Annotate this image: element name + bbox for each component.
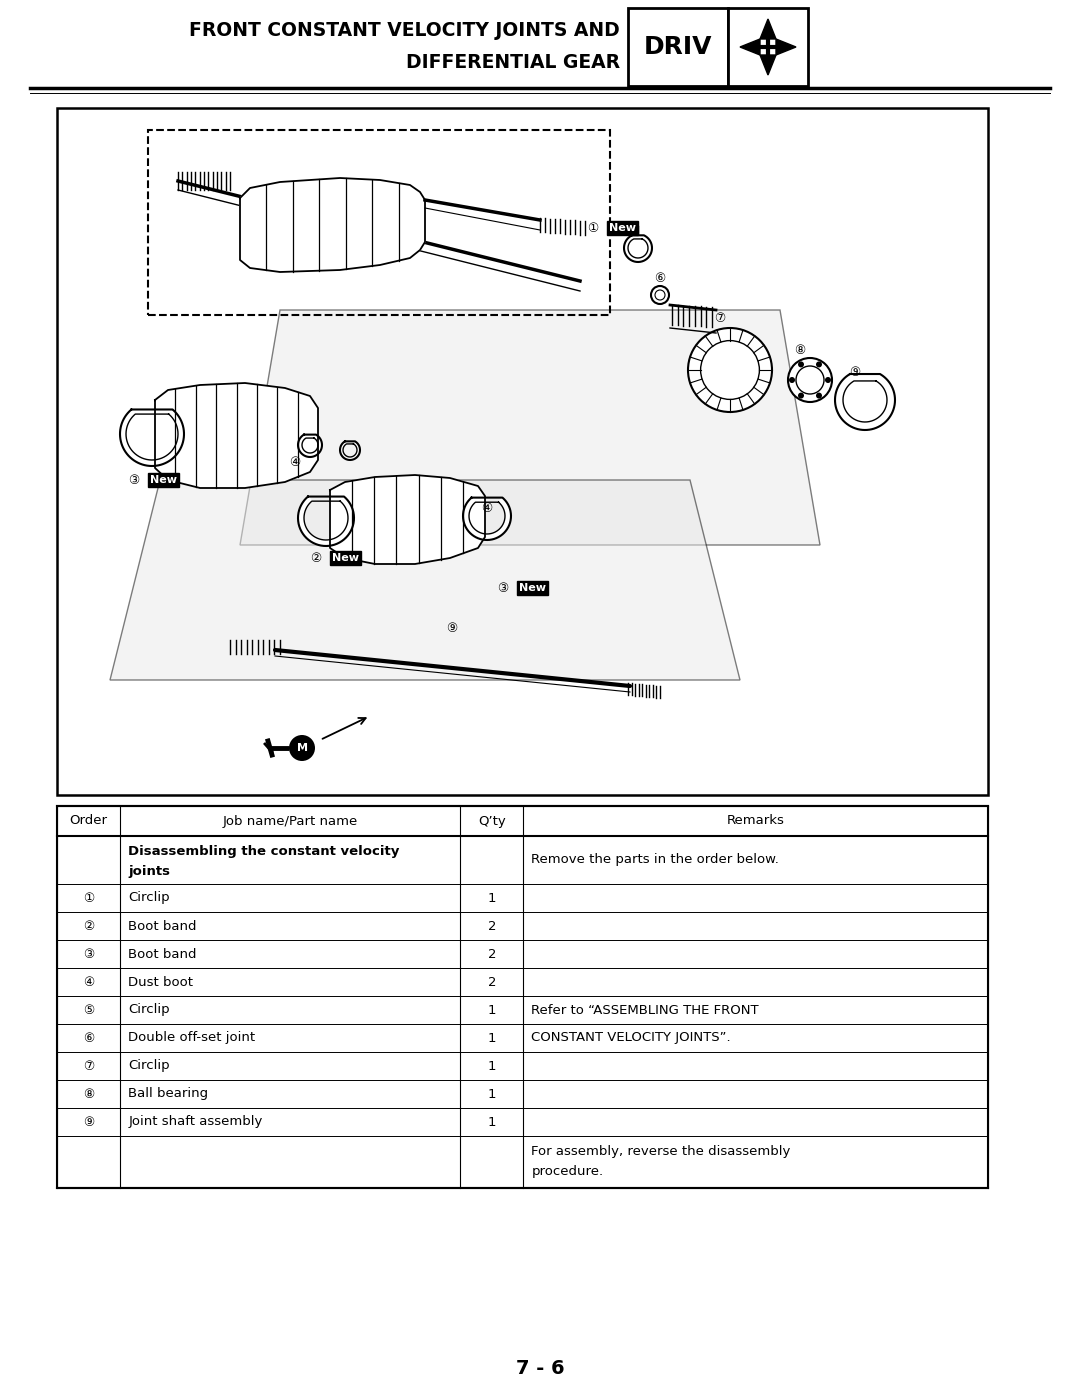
Text: Joint shaft assembly: Joint shaft assembly bbox=[129, 1115, 262, 1129]
Bar bbox=[57, 108, 988, 795]
Text: 2: 2 bbox=[487, 947, 496, 961]
Text: ②: ② bbox=[83, 919, 94, 933]
Text: 1: 1 bbox=[487, 1115, 496, 1129]
Text: Boot band: Boot band bbox=[129, 947, 197, 961]
Text: ④: ④ bbox=[83, 975, 94, 989]
Bar bbox=[728, 8, 808, 87]
Circle shape bbox=[289, 735, 315, 761]
Text: 2: 2 bbox=[487, 975, 496, 989]
Text: 1: 1 bbox=[487, 1031, 496, 1045]
Text: Order: Order bbox=[69, 814, 108, 827]
Polygon shape bbox=[240, 310, 820, 545]
Text: FRONT CONSTANT VELOCITY JOINTS AND: FRONT CONSTANT VELOCITY JOINTS AND bbox=[189, 21, 620, 39]
Text: Disassembling the constant velocity: Disassembling the constant velocity bbox=[129, 845, 400, 859]
Text: ⑨: ⑨ bbox=[83, 1115, 94, 1129]
Text: ②: ② bbox=[310, 552, 322, 564]
Polygon shape bbox=[760, 20, 777, 39]
Text: Circlip: Circlip bbox=[129, 891, 170, 904]
Text: ⑤: ⑤ bbox=[83, 1003, 94, 1017]
Polygon shape bbox=[120, 409, 184, 467]
Polygon shape bbox=[777, 39, 796, 54]
Text: ④: ④ bbox=[289, 455, 300, 468]
Text: ⑥: ⑥ bbox=[83, 1031, 94, 1045]
Text: ⑨: ⑨ bbox=[849, 366, 861, 379]
Text: New: New bbox=[150, 475, 177, 485]
Text: 1: 1 bbox=[487, 1087, 496, 1101]
Text: ⑨: ⑨ bbox=[446, 622, 458, 634]
Text: ⑧: ⑧ bbox=[795, 344, 806, 356]
Text: DIFFERENTIAL GEAR: DIFFERENTIAL GEAR bbox=[406, 53, 620, 71]
Text: 7 - 6: 7 - 6 bbox=[515, 1358, 565, 1377]
Text: Dust boot: Dust boot bbox=[129, 975, 193, 989]
Text: CONSTANT VELOCITY JOINTS”.: CONSTANT VELOCITY JOINTS”. bbox=[531, 1031, 731, 1045]
Text: procedure.: procedure. bbox=[531, 1165, 604, 1179]
Polygon shape bbox=[760, 54, 777, 75]
Text: 1: 1 bbox=[487, 1003, 496, 1017]
Text: ⑦: ⑦ bbox=[83, 1059, 94, 1073]
Bar bbox=[57, 806, 988, 1187]
Polygon shape bbox=[156, 383, 318, 488]
Circle shape bbox=[816, 362, 822, 367]
Text: Remarks: Remarks bbox=[727, 814, 785, 827]
Polygon shape bbox=[624, 235, 652, 263]
Polygon shape bbox=[463, 497, 511, 541]
Text: New: New bbox=[519, 583, 546, 592]
Bar bbox=[627, 8, 728, 87]
Text: Remove the parts in the order below.: Remove the parts in the order below. bbox=[531, 854, 780, 866]
Text: ⑥: ⑥ bbox=[654, 271, 665, 285]
Polygon shape bbox=[240, 177, 426, 272]
Text: ⑧: ⑧ bbox=[83, 1087, 94, 1101]
Text: ①: ① bbox=[83, 891, 94, 904]
Circle shape bbox=[798, 362, 804, 367]
Text: 1: 1 bbox=[487, 891, 496, 904]
Polygon shape bbox=[298, 434, 322, 457]
Text: Q’ty: Q’ty bbox=[478, 814, 505, 827]
Text: ③: ③ bbox=[498, 581, 509, 595]
Circle shape bbox=[789, 377, 795, 383]
Text: Double off-set joint: Double off-set joint bbox=[129, 1031, 256, 1045]
Polygon shape bbox=[740, 39, 760, 54]
Text: Boot band: Boot band bbox=[129, 919, 197, 933]
Circle shape bbox=[825, 377, 831, 383]
Polygon shape bbox=[110, 481, 740, 680]
Polygon shape bbox=[340, 441, 360, 460]
Text: Ball bearing: Ball bearing bbox=[129, 1087, 208, 1101]
Circle shape bbox=[688, 328, 772, 412]
Text: For assembly, reverse the disassembly: For assembly, reverse the disassembly bbox=[531, 1146, 791, 1158]
Text: ④: ④ bbox=[482, 502, 492, 514]
Text: Refer to “ASSEMBLING THE FRONT: Refer to “ASSEMBLING THE FRONT bbox=[531, 1003, 759, 1017]
Text: Circlip: Circlip bbox=[129, 1059, 170, 1073]
Text: ①: ① bbox=[588, 222, 598, 235]
Text: Circlip: Circlip bbox=[129, 1003, 170, 1017]
Text: Job name/Part name: Job name/Part name bbox=[222, 814, 357, 827]
Text: 1: 1 bbox=[487, 1059, 496, 1073]
Polygon shape bbox=[835, 374, 895, 430]
Text: ⑦: ⑦ bbox=[714, 312, 726, 324]
Text: DRIV: DRIV bbox=[644, 35, 712, 59]
Polygon shape bbox=[330, 475, 485, 564]
Bar bbox=[176, 163, 232, 180]
Text: M: M bbox=[297, 743, 308, 753]
Circle shape bbox=[816, 393, 822, 398]
Text: New: New bbox=[332, 553, 359, 563]
Text: ③: ③ bbox=[83, 947, 94, 961]
Text: New: New bbox=[609, 224, 636, 233]
Text: joints: joints bbox=[129, 866, 171, 879]
Circle shape bbox=[798, 393, 804, 398]
Circle shape bbox=[788, 358, 832, 402]
Polygon shape bbox=[298, 496, 354, 546]
Bar bbox=[148, 130, 610, 314]
Text: ③: ③ bbox=[129, 474, 139, 486]
Text: 2: 2 bbox=[487, 919, 496, 933]
